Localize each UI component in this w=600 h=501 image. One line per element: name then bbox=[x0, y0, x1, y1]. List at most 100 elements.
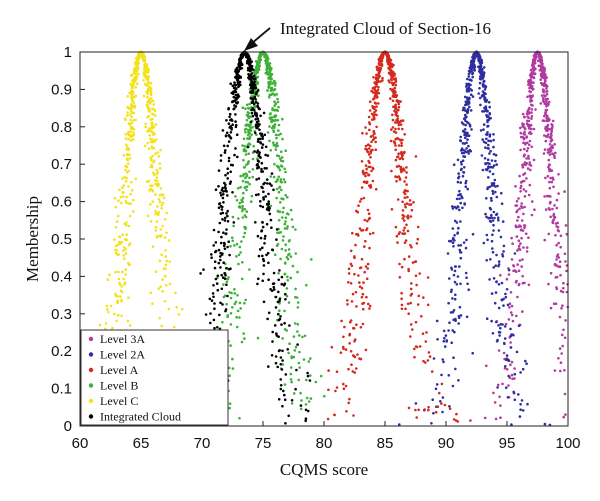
cloud-drop bbox=[374, 187, 378, 191]
cloud-drop bbox=[492, 133, 495, 136]
cloud-drop bbox=[497, 218, 500, 222]
cloud-drop bbox=[499, 416, 502, 420]
cloud-drop bbox=[549, 137, 553, 140]
cloud-drop bbox=[457, 172, 461, 175]
cloud-drop bbox=[98, 323, 102, 327]
cloud-drop bbox=[274, 133, 278, 137]
cloud-drop bbox=[268, 182, 272, 185]
cloud-drop bbox=[372, 117, 376, 121]
cloud-drop bbox=[164, 284, 168, 287]
cloud-drop bbox=[233, 244, 236, 247]
cloud-drop bbox=[517, 282, 521, 286]
y-tick-label: 0.4 bbox=[51, 268, 72, 285]
cloud-drop bbox=[129, 202, 132, 205]
cloud-drop bbox=[258, 56, 262, 59]
cloud-drop bbox=[287, 351, 291, 355]
cloud-drop bbox=[275, 141, 279, 145]
cloud-drop bbox=[525, 362, 528, 366]
cloud-drop bbox=[520, 180, 523, 184]
cloud-drop bbox=[401, 213, 405, 217]
cloud-drop bbox=[530, 127, 533, 131]
cloud-drop bbox=[490, 182, 494, 185]
cloud-drop bbox=[159, 285, 162, 289]
cloud-drop bbox=[296, 270, 299, 274]
cloud-drop bbox=[469, 61, 473, 64]
cloud-drop bbox=[547, 158, 551, 162]
cloud-drop bbox=[394, 121, 397, 124]
cloud-drop bbox=[549, 168, 552, 171]
cloud-drop bbox=[261, 254, 264, 258]
cloud-drop bbox=[242, 332, 245, 335]
cloud-drop bbox=[261, 221, 264, 224]
cloud-drop bbox=[260, 146, 264, 149]
cloud-drop bbox=[365, 277, 369, 281]
cloud-drop bbox=[125, 238, 128, 242]
cloud-drop bbox=[525, 177, 528, 180]
cloud-drop bbox=[364, 239, 367, 243]
cloud-drop bbox=[272, 141, 275, 144]
cloud-drop bbox=[276, 300, 280, 304]
cloud-drop bbox=[369, 156, 372, 159]
cloud-drop bbox=[464, 123, 468, 127]
cloud-drop bbox=[484, 108, 487, 111]
cloud-drop bbox=[244, 227, 247, 230]
cloud-drop bbox=[243, 208, 247, 211]
cloud-drop bbox=[241, 216, 245, 219]
cloud-drop bbox=[277, 219, 281, 222]
cloud-drop bbox=[223, 219, 227, 222]
cloud-drop bbox=[407, 406, 411, 410]
cloud-drop bbox=[269, 112, 272, 115]
cloud-drop bbox=[487, 101, 491, 104]
cloud-drop bbox=[115, 319, 118, 323]
cloud-drop bbox=[394, 94, 397, 97]
cloud-drop bbox=[124, 200, 128, 203]
cloud-drop bbox=[371, 231, 375, 235]
cloud-drop bbox=[489, 149, 492, 153]
cloud-drop bbox=[347, 267, 351, 271]
cloud-drop bbox=[550, 127, 554, 130]
cloud-drop bbox=[293, 349, 297, 352]
cloud-drop bbox=[327, 369, 330, 372]
cloud-drop bbox=[225, 212, 228, 215]
cloud-drop bbox=[109, 304, 113, 308]
cloud-drop bbox=[462, 122, 465, 126]
cloud-drop bbox=[278, 309, 281, 313]
cloud-drop bbox=[486, 158, 490, 161]
cloud-drop bbox=[482, 123, 486, 126]
cloud-drop bbox=[375, 125, 378, 129]
cloud-drop bbox=[521, 166, 525, 169]
cloud-drop bbox=[449, 311, 453, 314]
cloud-drop bbox=[553, 156, 556, 159]
cloud-drop bbox=[289, 276, 293, 280]
cloud-drop bbox=[199, 272, 202, 275]
cloud-drop bbox=[241, 196, 245, 200]
cloud-drop bbox=[274, 180, 278, 184]
cloud-drop bbox=[256, 140, 260, 143]
cloud-drop bbox=[509, 311, 513, 314]
cloud-drop bbox=[284, 216, 288, 220]
cloud-drop bbox=[134, 177, 138, 181]
cloud-drop bbox=[545, 135, 548, 138]
cloud-drop bbox=[482, 71, 486, 74]
cloud-drop bbox=[381, 79, 384, 82]
cloud-drop bbox=[362, 301, 366, 305]
cloud-drop bbox=[399, 165, 403, 169]
cloud-drop bbox=[406, 195, 409, 199]
cloud-drop bbox=[122, 184, 126, 187]
cloud-drop bbox=[506, 396, 510, 399]
cloud-drop bbox=[114, 244, 118, 248]
cloud-drop bbox=[129, 82, 132, 86]
cloud-drop bbox=[556, 221, 559, 225]
cloud-drop bbox=[365, 167, 368, 171]
cloud-drop bbox=[128, 133, 132, 137]
cloud-drop bbox=[309, 374, 312, 377]
cloud-drop bbox=[390, 71, 394, 75]
cloud-drop bbox=[122, 246, 126, 249]
cloud-drop bbox=[399, 100, 402, 103]
cloud-drop bbox=[521, 122, 524, 125]
cloud-drop bbox=[131, 90, 134, 93]
cloud-drop bbox=[117, 277, 121, 281]
cloud-drop bbox=[342, 382, 345, 386]
cloud-drop bbox=[392, 63, 395, 67]
